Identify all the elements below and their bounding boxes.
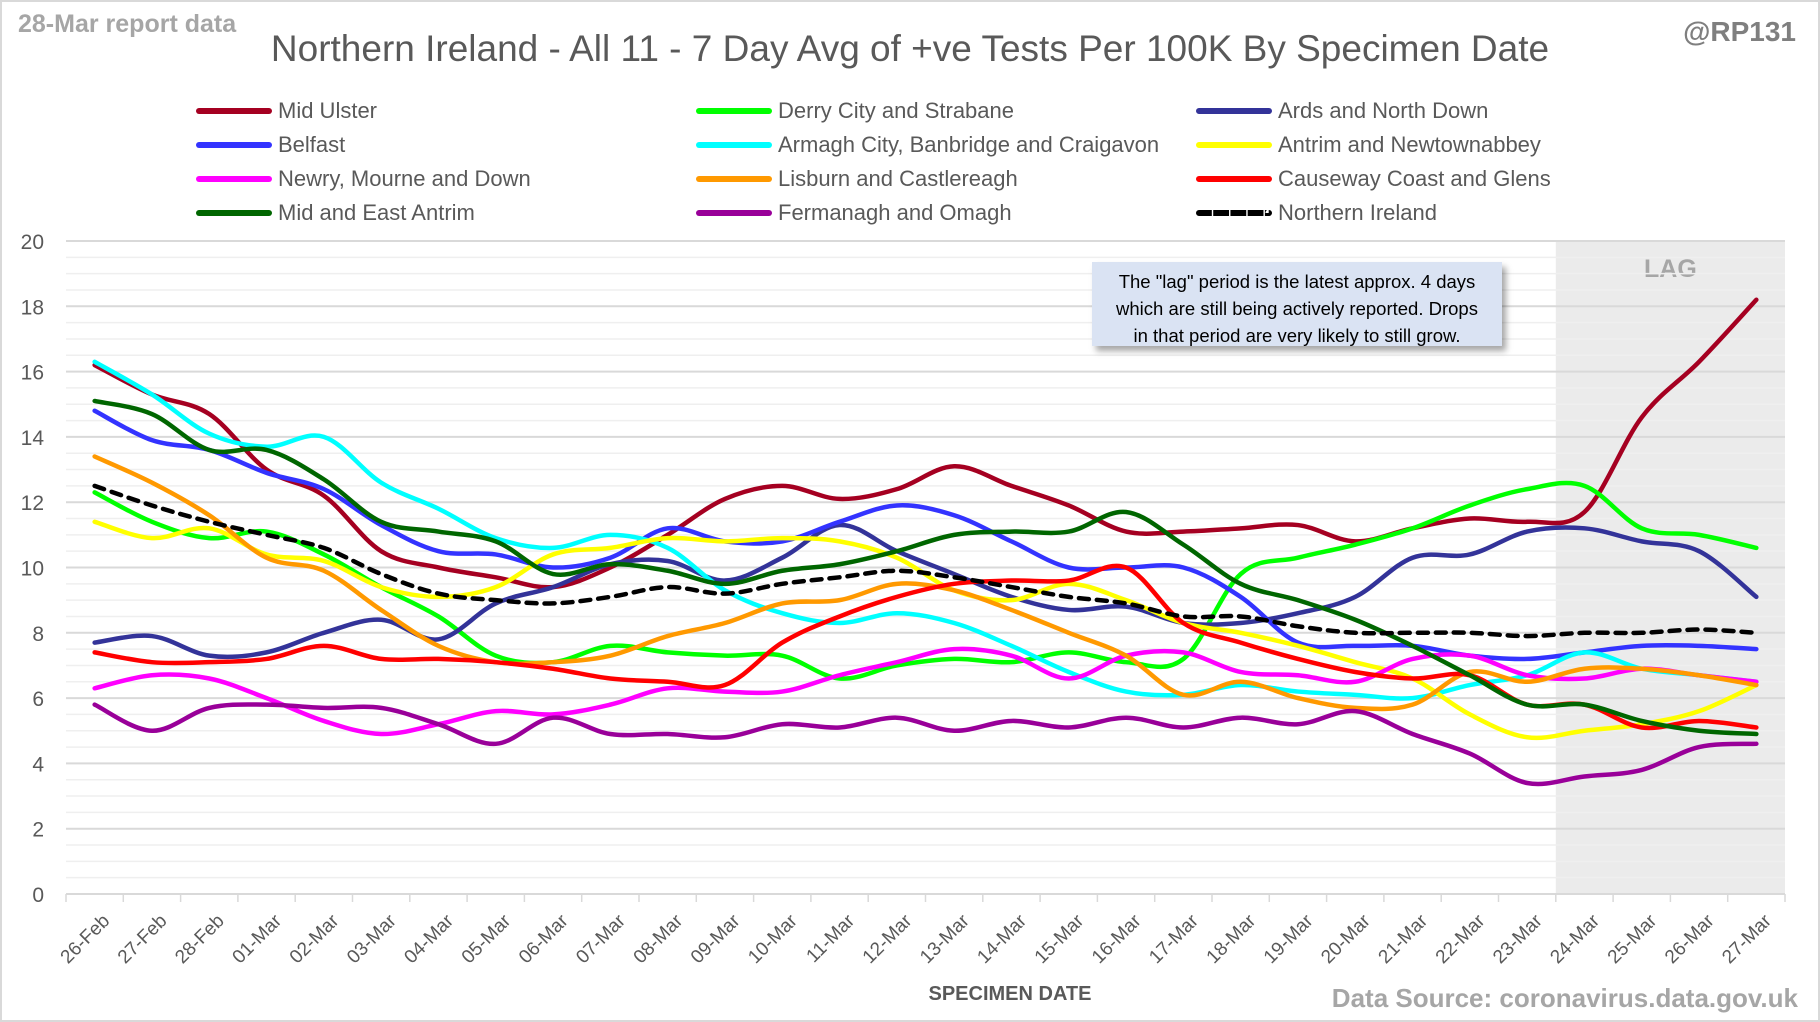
series-line-newry-mourne-and-down xyxy=(92,646,1759,737)
legend-swatch xyxy=(696,176,772,182)
legend-label: Armagh City, Banbridge and Craigavon xyxy=(778,132,1160,157)
lag-explanation-note: The "lag" period is the latest approx. 4… xyxy=(1092,262,1502,346)
data-source-label: Data Source: coronavirus.data.gov.uk xyxy=(1331,983,1798,1013)
legend-item: Antrim and Newtownabbey xyxy=(1196,128,1541,162)
x-tick-label: 20-Mar xyxy=(1317,910,1375,968)
legend-swatch xyxy=(696,108,772,114)
y-tick-label: 14 xyxy=(21,427,45,450)
y-tick-label: 0 xyxy=(32,884,44,907)
legend-label: Causeway Coast and Glens xyxy=(1278,166,1551,191)
series-line-fermanagh-and-omagh xyxy=(92,702,1759,787)
y-tick-label: 18 xyxy=(21,296,44,319)
lag-region-label: LAG xyxy=(1644,255,1697,283)
series-line-causeway-coast-and-glens xyxy=(92,563,1759,731)
y-tick-label: 10 xyxy=(21,558,44,581)
legend-item: Causeway Coast and Glens xyxy=(1196,162,1551,196)
x-tick-label: 13-Mar xyxy=(916,910,974,968)
x-tick-label: 27-Feb xyxy=(114,911,171,968)
x-tick-label: 21-Mar xyxy=(1375,910,1433,968)
x-tick-label: 03-Mar xyxy=(343,910,401,968)
x-tick-label: 26-Mar xyxy=(1661,910,1719,968)
x-tick-label: 07-Mar xyxy=(572,910,630,968)
lag-note-line: which are still being actively reported.… xyxy=(1116,298,1478,319)
legend-item: Ards and North Down xyxy=(1196,94,1488,128)
legend-label: Derry City and Strabane xyxy=(778,98,1014,123)
legend-label: Belfast xyxy=(278,132,346,157)
x-tick-label: 09-Mar xyxy=(687,910,745,968)
x-tick-label: 06-Mar xyxy=(515,910,573,968)
y-tick-label: 20 xyxy=(21,231,44,254)
x-tick-label: 22-Mar xyxy=(1432,910,1490,968)
report-date-label: 28-Mar report data xyxy=(18,10,237,38)
series-line-mid-and-east-antrim xyxy=(92,398,1759,737)
x-tick-label: 16-Mar xyxy=(1088,910,1146,968)
chart-legend: Mid Ulster Derry City and Strabane Ards an… xyxy=(196,94,1596,234)
legend-item: Lisburn and Castlereagh xyxy=(696,162,1018,196)
series-line-mid-ulster xyxy=(92,297,1759,590)
series-line-northern-ireland xyxy=(92,483,1759,639)
x-tick-label: 25-Mar xyxy=(1604,910,1662,968)
lag-note-line: in that period are very likely to still … xyxy=(1133,325,1461,346)
legend-item: Mid Ulster xyxy=(196,94,377,128)
series-line-lisburn-and-castlereagh xyxy=(92,454,1759,712)
x-tick-label: 05-Mar xyxy=(458,910,516,968)
legend-item: Belfast xyxy=(196,128,345,162)
legend-swatch xyxy=(1196,142,1272,148)
legend-item: Newry, Mourne and Down xyxy=(196,162,531,196)
legend-swatch xyxy=(1196,176,1272,182)
legend-label: Mid and East Antrim xyxy=(278,200,475,225)
legend-swatch xyxy=(696,142,772,148)
legend-item: Mid and East Antrim xyxy=(196,196,475,230)
x-tick-label: 15-Mar xyxy=(1031,910,1089,968)
legend-label: Ards and North Down xyxy=(1278,98,1489,123)
legend-swatch xyxy=(196,142,272,148)
series-line-ards-and-north-down xyxy=(92,522,1759,660)
legend-swatch xyxy=(1196,210,1272,216)
legend-swatch xyxy=(196,108,272,114)
legend-label: Northern Ireland xyxy=(1278,200,1437,225)
x-tick-label: 27-Mar xyxy=(1718,910,1776,968)
legend-item: Armagh City, Banbridge and Craigavon xyxy=(696,128,1159,162)
x-tick-label: 11-Mar xyxy=(803,910,860,967)
x-tick-label: 08-Mar xyxy=(630,910,688,968)
legend-label: Lisburn and Castlereagh xyxy=(778,166,1018,191)
y-tick-label: 2 xyxy=(32,819,44,842)
y-tick-label: 8 xyxy=(32,623,44,646)
x-tick-label: 04-Mar xyxy=(400,910,458,968)
legend-item: Derry City and Strabane xyxy=(696,94,1014,128)
chart-title: Northern Ireland - All 11 - 7 Day Avg of… xyxy=(270,28,1550,69)
legend-label: Antrim and Newtownabbey xyxy=(1278,132,1541,157)
x-tick-label: 26-Feb xyxy=(57,911,114,968)
y-tick-label: 16 xyxy=(21,362,44,385)
legend-swatch xyxy=(1196,108,1272,114)
legend-swatch xyxy=(196,210,272,216)
y-tick-label: 6 xyxy=(32,688,44,711)
legend-item: Northern Ireland xyxy=(1196,196,1437,230)
x-tick-label: 17-Mar xyxy=(1145,910,1203,968)
x-tick-label: 19-Mar xyxy=(1260,910,1318,968)
y-tick-label: 12 xyxy=(21,492,44,515)
legend-label: Mid Ulster xyxy=(278,98,378,123)
x-tick-label: 12-Mar xyxy=(859,910,917,968)
legend-swatch xyxy=(696,210,772,216)
lag-note-line: The "lag" period is the latest approx. 4… xyxy=(1118,271,1476,292)
legend-swatch xyxy=(196,176,272,182)
x-tick-label: 14-Mar xyxy=(973,910,1031,968)
legend-label: Fermanagh and Omagh xyxy=(778,200,1012,225)
legend-item: Fermanagh and Omagh xyxy=(696,196,1012,230)
x-tick-label: 10-Mar xyxy=(744,910,802,968)
author-handle: @RP131 xyxy=(1683,16,1796,47)
x-tick-label: 18-Mar xyxy=(1203,910,1261,968)
x-tick-label: 23-Mar xyxy=(1489,910,1547,968)
x-axis-title: SPECIMEN DATE xyxy=(928,983,1092,1005)
legend-label: Newry, Mourne and Down xyxy=(278,166,531,191)
x-tick-label: 02-Mar xyxy=(286,910,344,968)
series-line-armagh-city-banbridge-and-craigavon xyxy=(92,359,1759,701)
x-tick-label: 24-Mar xyxy=(1546,910,1604,968)
y-tick-label: 4 xyxy=(32,753,44,776)
x-tick-label: 28-Feb xyxy=(171,911,228,968)
x-tick-label: 01-Mar xyxy=(229,910,287,968)
